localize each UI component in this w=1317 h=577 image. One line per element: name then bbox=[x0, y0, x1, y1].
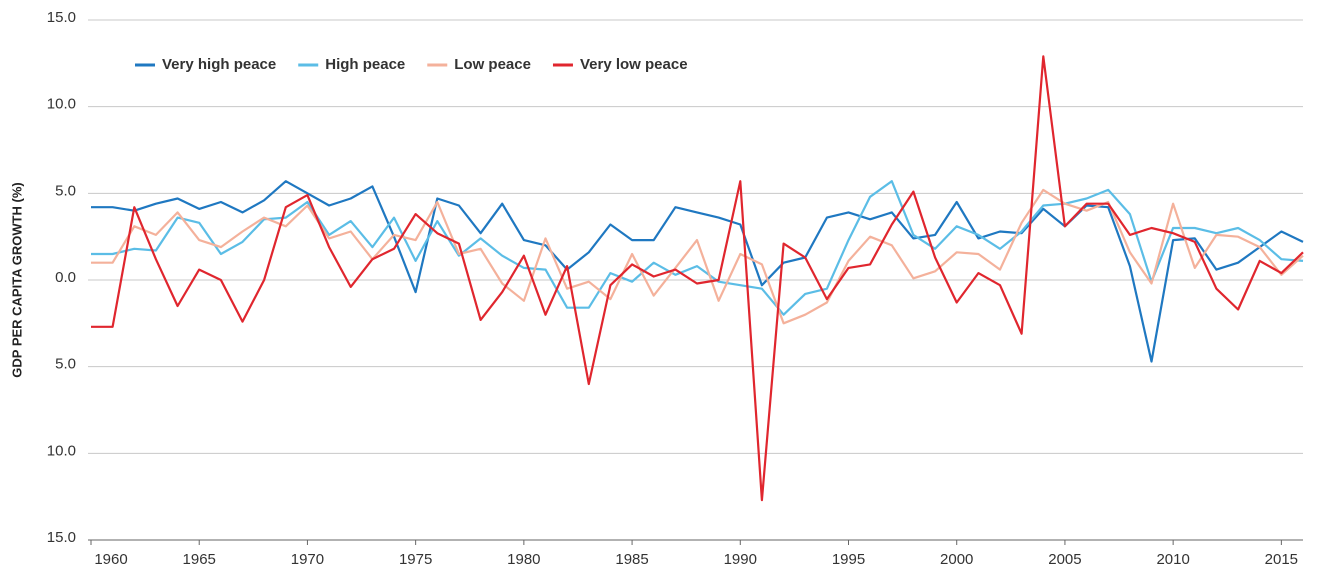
y-tick-label: 10.0 bbox=[47, 96, 76, 113]
y-tick-label: 10.0 bbox=[47, 442, 76, 459]
y-axis-title: GDP PER CAPITA GROWTH (%) bbox=[9, 182, 24, 377]
legend-label: Very high peace bbox=[162, 56, 276, 73]
x-tick-label: 2015 bbox=[1265, 551, 1298, 568]
legend-label: Very low peace bbox=[580, 56, 688, 73]
x-tick-label: 1995 bbox=[832, 551, 865, 568]
x-tick-label: 1975 bbox=[399, 551, 432, 568]
legend-label: Low peace bbox=[454, 56, 531, 73]
x-tick-label: 2010 bbox=[1156, 551, 1189, 568]
legend-label: High peace bbox=[325, 56, 405, 73]
x-tick-label: 1965 bbox=[183, 551, 216, 568]
y-tick-label: 15.0 bbox=[47, 529, 76, 546]
data-line bbox=[91, 188, 1304, 325]
x-tick-label: 2000 bbox=[940, 551, 973, 568]
y-tick-label: 5.0 bbox=[55, 356, 76, 373]
x-tick-label: 1990 bbox=[724, 551, 757, 568]
x-tick-label: 1980 bbox=[507, 551, 540, 568]
x-tick-label: 1960 bbox=[94, 551, 127, 568]
data-line bbox=[91, 55, 1304, 502]
y-tick-label: 0.0 bbox=[55, 269, 76, 286]
x-tick-label: 1985 bbox=[615, 551, 648, 568]
x-tick-label: 2005 bbox=[1048, 551, 1081, 568]
data-line bbox=[91, 180, 1304, 363]
y-tick-label: 15.0 bbox=[47, 9, 76, 26]
y-tick-label: 5.0 bbox=[55, 182, 76, 199]
data-line bbox=[91, 180, 1304, 316]
x-tick-label: 1970 bbox=[291, 551, 324, 568]
